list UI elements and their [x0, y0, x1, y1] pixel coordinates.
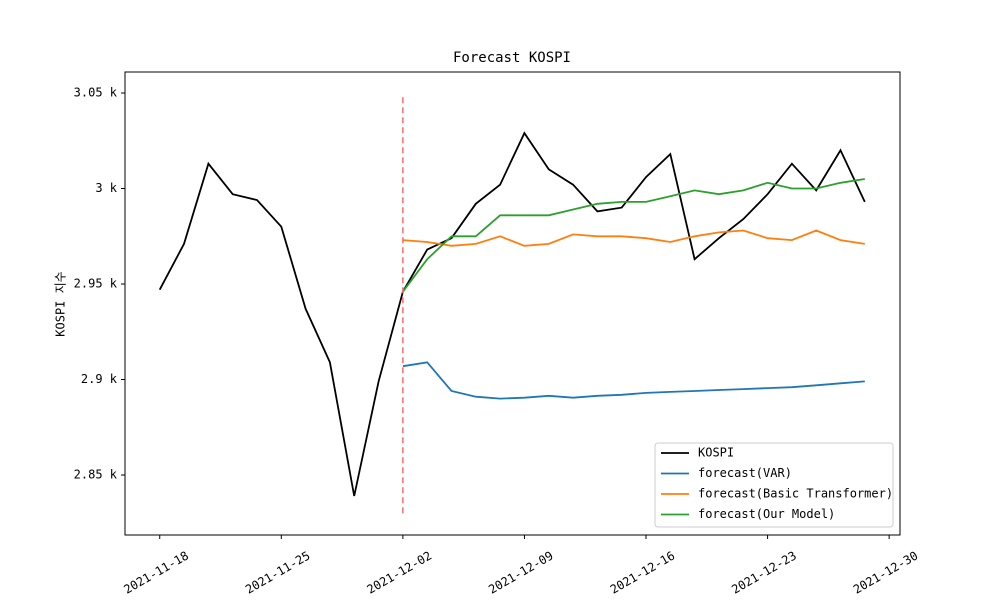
y-tick-label: 2.95 k [74, 277, 118, 291]
legend-label: forecast(Basic Transformer) [698, 487, 893, 501]
y-tick-label: 3.05 k [74, 86, 118, 100]
x-tick-label: 2021-12-09 [486, 549, 556, 597]
legend-label: forecast(Our Model) [698, 507, 835, 521]
x-tick-label: 2021-12-30 [851, 549, 921, 597]
series-line [158, 131, 866, 497]
x-tick-label: 2021-12-16 [608, 549, 678, 597]
y-tick-label: 2.9 k [81, 372, 118, 386]
series-line [402, 178, 865, 293]
x-tick-label: 2021-11-18 [121, 549, 191, 597]
y-tick-label: 2.85 k [74, 468, 118, 482]
x-tick-label: 2021-12-23 [729, 549, 799, 597]
legend-label: KOSPI [698, 446, 734, 460]
x-tick-label: 2021-11-25 [243, 549, 313, 597]
legend-label: forecast(VAR) [698, 466, 792, 480]
series-line [402, 361, 865, 400]
plot-frame [124, 71, 901, 536]
y-tick-label: 3 k [95, 181, 117, 195]
series-line [402, 229, 865, 247]
chart-title: Forecast KOSPI [453, 50, 571, 66]
y-axis-label: KOSPI 지수 [54, 271, 68, 336]
legend-box [654, 442, 894, 528]
x-tick-label: 2021-12-02 [365, 549, 435, 597]
